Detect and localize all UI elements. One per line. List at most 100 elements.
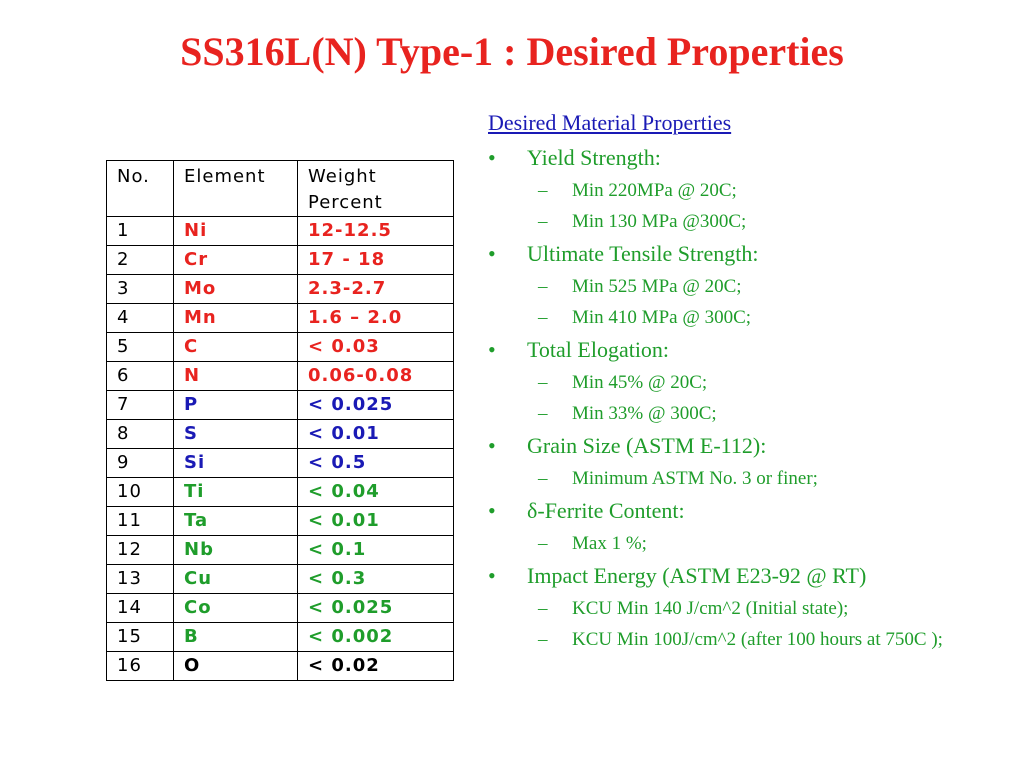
weight-percent: < 0.01 — [297, 419, 454, 449]
table-header-row: No. Element Weight Percent — [106, 160, 454, 217]
desired-properties-panel: Desired Material Properties • Yield Stren… — [488, 108, 1008, 652]
header-weight-line1: Weight — [308, 166, 377, 187]
property-label: Impact Energy (ASTM E23-92 @ RT) — [527, 563, 867, 588]
row-number: 5 — [106, 332, 174, 362]
row-number: 4 — [106, 303, 174, 333]
element-symbol: Ti — [173, 477, 298, 507]
bullet-icon: • — [488, 241, 496, 266]
element-symbol: Cr — [173, 245, 298, 275]
property-value-text: KCU Min 140 J/cm^2 (Initial state); — [572, 598, 849, 619]
dash-icon: – — [538, 276, 548, 297]
table-row: 6 N 0.06-0.08 — [106, 361, 454, 391]
table-row: 9 Si < 0.5 — [106, 448, 454, 478]
property-value-text: Min 33% @ 300C; — [572, 403, 717, 424]
table-row: 11 Ta < 0.01 — [106, 506, 454, 536]
header-weight-line2: Percent — [308, 192, 383, 213]
row-number: 6 — [106, 361, 174, 391]
header-weight-percent: Weight Percent — [297, 160, 454, 217]
weight-percent: < 0.002 — [297, 622, 454, 652]
dash-icon: – — [538, 211, 548, 232]
row-number: 16 — [106, 651, 174, 681]
property-label: Total Elogation: — [527, 337, 670, 362]
row-number: 3 — [106, 274, 174, 304]
property-value-text: Max 1 %; — [572, 533, 647, 554]
element-symbol: S — [173, 419, 298, 449]
dash-icon: – — [538, 372, 548, 393]
header-element: Element — [173, 160, 298, 217]
property-bullet: • δ-Ferrite Content: — [488, 497, 1008, 525]
element-symbol: O — [173, 651, 298, 681]
property-value-text: KCU Min 100J/cm^2 (after 100 hours at 75… — [572, 629, 943, 650]
row-number: 2 — [106, 245, 174, 275]
property-label: δ-Ferrite Content: — [527, 498, 685, 523]
bullet-icon: • — [488, 498, 496, 523]
row-number: 11 — [106, 506, 174, 536]
weight-percent: 17 - 18 — [297, 245, 454, 275]
header-no: No. — [106, 160, 174, 217]
property-value-text: Min 130 MPa @300C; — [572, 211, 747, 232]
property-group: • Yield Strength: – Min 220MPa @ 20C; – Min 1… — [488, 144, 1008, 234]
bullet-icon: • — [488, 433, 496, 458]
element-symbol: Ni — [173, 216, 298, 246]
property-group: • Ultimate Tensile Strength: – Min 525 MPa … — [488, 240, 1008, 330]
dash-icon: – — [538, 180, 548, 201]
property-bullet: • Impact Energy (ASTM E23-92 @ RT) — [488, 562, 1008, 590]
row-number: 9 — [106, 448, 174, 478]
property-value: – Min 130 MPa @300C; — [488, 210, 1008, 234]
table-row: 7 P < 0.025 — [106, 390, 454, 420]
property-group: • Impact Energy (ASTM E23-92 @ RT) – KCU Mi… — [488, 562, 1008, 652]
table-row: 3 Mo 2.3-2.7 — [106, 274, 454, 304]
element-symbol: Cu — [173, 564, 298, 594]
weight-percent: < 0.3 — [297, 564, 454, 594]
property-value-text: Min 410 MPa @ 300C; — [572, 307, 752, 328]
weight-percent: 1.6 – 2.0 — [297, 303, 454, 333]
weight-percent: 12-12.5 — [297, 216, 454, 246]
properties-heading[interactable]: Desired Material Properties — [488, 110, 732, 135]
element-symbol: Nb — [173, 535, 298, 565]
weight-percent: 0.06-0.08 — [297, 361, 454, 391]
bullet-icon: • — [488, 145, 496, 170]
property-group: • δ-Ferrite Content: – Max 1 %; — [488, 497, 1008, 556]
property-group: • Grain Size (ASTM E-112): – Minimum ASTM N… — [488, 432, 1008, 491]
row-number: 14 — [106, 593, 174, 623]
table-row: 13 Cu < 0.3 — [106, 564, 454, 594]
table-row: 10 Ti < 0.04 — [106, 477, 454, 507]
property-value: – Min 410 MPa @ 300C; — [488, 306, 1008, 330]
property-value: – Min 45% @ 20C; — [488, 371, 1008, 395]
table-row: 2 Cr 17 - 18 — [106, 245, 454, 275]
element-symbol: Co — [173, 593, 298, 623]
properties-list: • Yield Strength: – Min 220MPa @ 20C; – Min 1… — [488, 144, 1008, 652]
row-number: 7 — [106, 390, 174, 420]
composition-table: No. Element Weight Percent 1 Ni 12-12.5 2 Cr… — [106, 160, 454, 681]
property-value: – Min 525 MPa @ 20C; — [488, 275, 1008, 299]
table-row: 15 B < 0.002 — [106, 622, 454, 652]
property-value: – Min 220MPa @ 20C; — [488, 179, 1008, 203]
property-group: • Total Elogation: – Min 45% @ 20C; – Min 33%… — [488, 336, 1008, 426]
weight-percent: < 0.01 — [297, 506, 454, 536]
table-row: 16 O < 0.02 — [106, 651, 454, 681]
slide-title: SS316L(N) Type-1 : Desired Properties — [180, 29, 844, 74]
element-symbol: Si — [173, 448, 298, 478]
property-bullet: • Ultimate Tensile Strength: — [488, 240, 1008, 268]
table-row: 5 C < 0.03 — [106, 332, 454, 362]
property-value: – Min 33% @ 300C; — [488, 402, 1008, 426]
table-row: 14 Co < 0.025 — [106, 593, 454, 623]
weight-percent: < 0.1 — [297, 535, 454, 565]
table-row: 8 S < 0.01 — [106, 419, 454, 449]
property-label: Yield Strength: — [527, 145, 661, 170]
element-symbol: B — [173, 622, 298, 652]
weight-percent: < 0.5 — [297, 448, 454, 478]
dash-icon: – — [538, 307, 548, 328]
property-value-text: Minimum ASTM No. 3 or finer; — [572, 468, 818, 489]
property-value-text: Min 525 MPa @ 20C; — [572, 276, 742, 297]
row-number: 13 — [106, 564, 174, 594]
property-label: Ultimate Tensile Strength: — [527, 241, 759, 266]
row-number: 10 — [106, 477, 174, 507]
weight-percent: 2.3-2.7 — [297, 274, 454, 304]
table-row: 1 Ni 12-12.5 — [106, 216, 454, 246]
row-number: 15 — [106, 622, 174, 652]
property-bullet: • Yield Strength: — [488, 144, 1008, 172]
element-symbol: Mn — [173, 303, 298, 333]
element-symbol: C — [173, 332, 298, 362]
property-value-text: Min 220MPa @ 20C; — [572, 180, 737, 201]
